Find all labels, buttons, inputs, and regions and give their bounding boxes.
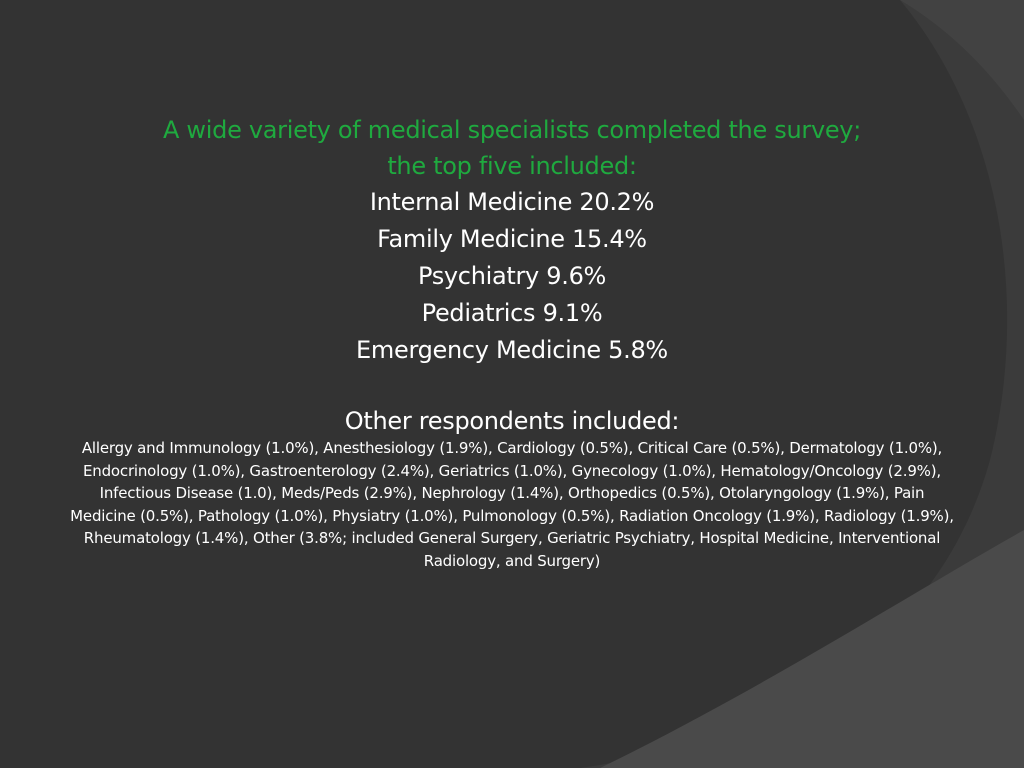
headline: A wide variety of medical specialists co… (70, 112, 954, 184)
headline-line-2: the top five included: (387, 152, 637, 180)
top-item-emergency-medicine: Emergency Medicine 5.8% (356, 336, 668, 364)
bg-swoosh-right (600, 530, 1024, 768)
headline-line-1: A wide variety of medical specialists co… (162, 116, 861, 144)
top-item-psychiatry: Psychiatry 9.6% (417, 262, 607, 290)
top-item-internal-medicine: Internal Medicine 20.2% (369, 188, 655, 216)
bg-corner-top-right (900, 0, 1024, 120)
spacer (70, 369, 954, 405)
top-item-pediatrics: Pediatrics 9.1% (421, 299, 603, 327)
top-item-family-medicine: Family Medicine 15.4% (377, 225, 647, 253)
slide-content: A wide variety of medical specialists co… (70, 112, 954, 572)
other-respondents-list: Allergy and Immunology (1.0%), Anesthesi… (70, 439, 954, 570)
other-respondents-heading: Other respondents included: (344, 407, 680, 435)
top-five-list: Internal Medicine 20.2% Family Medicine … (70, 184, 954, 369)
